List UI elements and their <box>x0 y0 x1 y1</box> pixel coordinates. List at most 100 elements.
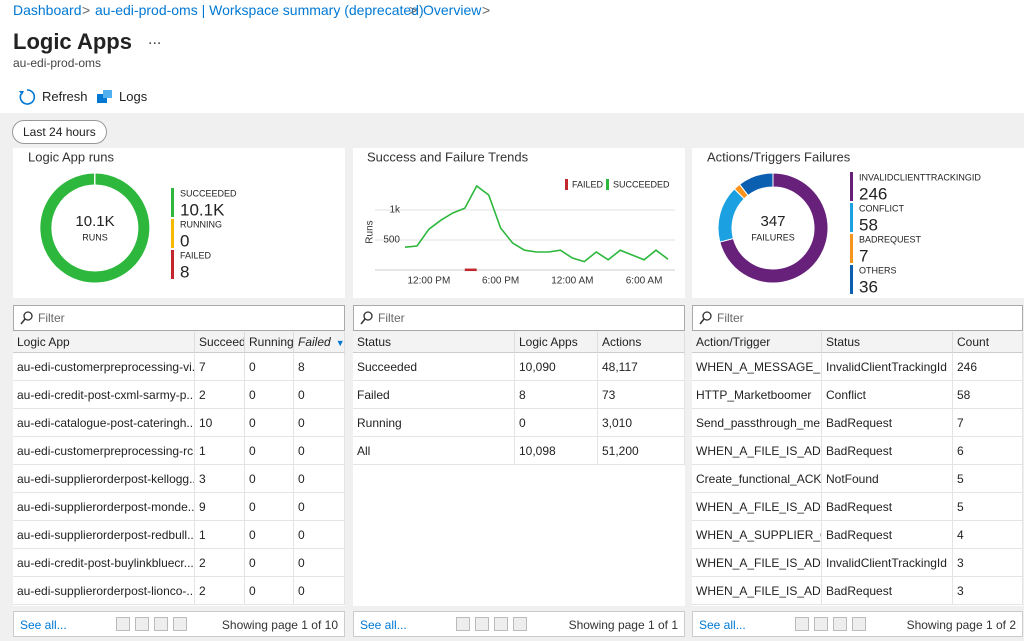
breadcrumb-link[interactable]: Dashboard <box>13 2 82 18</box>
table-cell: au-edi-supplierorderpost-redbull... <box>13 521 195 549</box>
legend-swatch <box>565 179 568 190</box>
failures-chart: Actions/Triggers Failures 347 FAILURES INVA… <box>692 148 1024 298</box>
table-cell: BadRequest <box>822 577 953 605</box>
table-cell: 0 <box>294 381 345 409</box>
breadcrumb-link[interactable]: au-edi-prod-oms | Workspace summary (dep… <box>95 2 424 18</box>
legend-value: 7 <box>859 246 868 265</box>
breadcrumb-link[interactable]: Overview <box>423 2 482 18</box>
logs-button[interactable]: Logs <box>119 89 148 104</box>
column-header-text: Logic App <box>17 335 70 349</box>
column-header[interactable]: Status <box>353 332 515 353</box>
legend-label: BADREQUEST <box>859 234 922 244</box>
filter-box[interactable]: Filter <box>13 305 345 331</box>
table-cell: 10,098 <box>515 437 598 465</box>
page-button[interactable] <box>795 617 809 631</box>
chart-title: Actions/Triggers Failures <box>707 149 851 164</box>
legend-label: RUNNING <box>180 219 222 229</box>
table-cell: WHEN_A_FILE_IS_ADD... <box>692 493 822 521</box>
runs-chart: Logic App runs10.1KRUNSSUCCEEDED10.1KRUN… <box>13 148 345 298</box>
table-cell: 7 <box>953 409 1023 437</box>
legend-value: 10.1K <box>180 200 225 219</box>
filter-placeholder: Filter <box>717 311 744 325</box>
table-cell: 8 <box>294 353 345 381</box>
page-button[interactable] <box>135 617 149 631</box>
see-all-link[interactable]: See all... <box>20 618 67 632</box>
legend-swatch <box>850 234 853 263</box>
legend-label: CONFLICT <box>859 203 905 213</box>
table-cell: All <box>353 437 515 465</box>
legend-label: SUCCEEDED <box>613 179 670 189</box>
table-cell: WHEN_A_FILE_IS_ADD... <box>692 437 822 465</box>
table-cell: 73 <box>598 381 685 409</box>
column-header[interactable]: Count <box>953 332 1023 353</box>
column-header[interactable]: Failed ▼ <box>294 332 345 353</box>
search-icon <box>699 311 712 325</box>
page-button[interactable] <box>494 617 508 631</box>
series-line <box>404 184 669 263</box>
donut-center-caption: RUNS <box>82 232 108 242</box>
donut-segment <box>39 172 151 284</box>
table-cell: 0 <box>294 493 345 521</box>
table-cell: HTTP_Marketboomer <box>692 381 822 409</box>
page-status: Showing page 1 of 1 <box>568 618 678 632</box>
page-button[interactable] <box>173 617 187 631</box>
page-button[interactable] <box>475 617 489 631</box>
column-header-text: Succeede <box>199 335 244 349</box>
search-icon <box>360 311 373 325</box>
column-header[interactable]: Status <box>822 332 953 353</box>
column-header[interactable]: Logic Apps <box>515 332 598 353</box>
x-tick-label: 6:00 AM <box>626 276 663 287</box>
table-cell: 2 <box>195 381 245 409</box>
page-button[interactable] <box>456 617 470 631</box>
time-range-button[interactable]: Last 24 hours <box>12 120 107 144</box>
page-button[interactable] <box>814 617 828 631</box>
table-cell: 0 <box>245 465 294 493</box>
column-header[interactable]: Action/Trigger <box>692 332 822 353</box>
legend-swatch <box>606 179 609 190</box>
see-all-link[interactable]: See all... <box>699 618 746 632</box>
data-table: Action/Trigger WHEN_A_MESSAGE_IS...HTTP_M… <box>692 332 1023 606</box>
table-cell: 10,090 <box>515 353 598 381</box>
table-cell: 2 <box>195 549 245 577</box>
y-tick-label: 1k <box>389 205 401 216</box>
pager: See all... Showing page 1 of 2 <box>692 611 1023 637</box>
filter-placeholder: Filter <box>378 311 405 325</box>
table-cell: au-edi-supplierorderpost-lionco-... <box>13 577 195 605</box>
data-table: Status Succeeded Failed Running All Logic App… <box>353 332 685 606</box>
table-cell: WHEN_A_MESSAGE_IS... <box>692 353 822 381</box>
more-button[interactable]: ... <box>148 31 162 48</box>
search-icon <box>20 311 33 325</box>
column-header[interactable]: Actions <box>598 332 685 353</box>
page-status: Showing page 1 of 2 <box>906 618 1016 632</box>
table-cell: 5 <box>953 493 1023 521</box>
trend-chart: Success and Failure Trends 500 1k Runs 12:00… <box>353 148 685 298</box>
table-cell: Conflict <box>822 381 953 409</box>
table-cell: InvalidClientTrackingId <box>822 549 953 577</box>
legend-label: FAILED <box>572 179 604 189</box>
table-cell: BadRequest <box>822 437 953 465</box>
table-cell: BadRequest <box>822 493 953 521</box>
table-cell: 0 <box>245 437 294 465</box>
column-header[interactable]: Succeede <box>195 332 245 353</box>
filter-box[interactable]: Filter <box>353 305 685 331</box>
y-tick-label: 500 <box>383 235 400 246</box>
see-all-link[interactable]: See all... <box>360 618 407 632</box>
legend-label: FAILED <box>180 250 212 260</box>
page-button[interactable] <box>852 617 866 631</box>
column-header-text: Failed <box>298 335 331 349</box>
page-button[interactable] <box>154 617 168 631</box>
filter-box[interactable]: Filter <box>692 305 1023 331</box>
page-button[interactable] <box>833 617 847 631</box>
column-header[interactable]: Running <box>245 332 294 353</box>
page-button[interactable] <box>513 617 527 631</box>
page-button[interactable] <box>116 617 130 631</box>
sort-arrow: ▼ <box>335 338 345 348</box>
table-cell: Succeeded <box>353 353 515 381</box>
refresh-button[interactable]: Refresh <box>42 89 88 104</box>
data-table: Logic App au-edi-customerpreprocessing-vi… <box>13 332 345 606</box>
legend-value: 8 <box>180 262 189 281</box>
column-header-text: Running <box>249 335 294 349</box>
chart-title: Logic App runs <box>28 149 115 164</box>
column-header[interactable]: Logic App <box>13 332 195 353</box>
table-cell: 2 <box>195 577 245 605</box>
